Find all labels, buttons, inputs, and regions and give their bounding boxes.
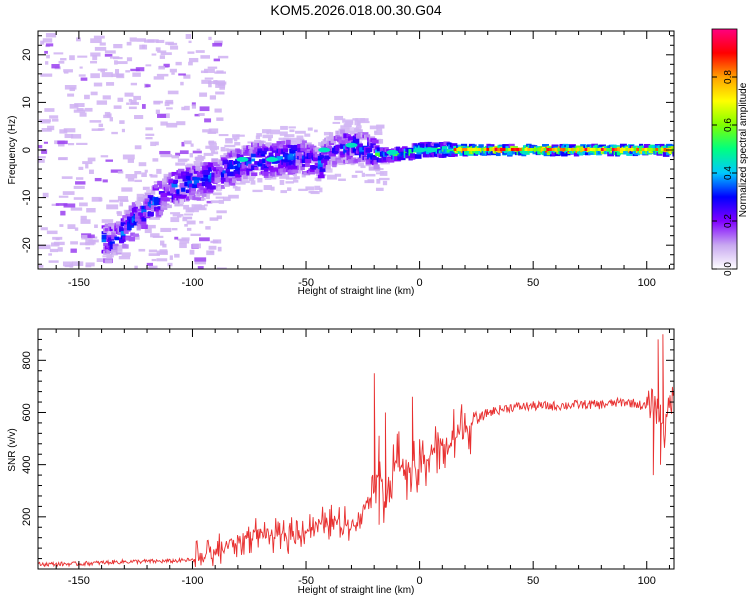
x-tick-label: 50 xyxy=(527,277,539,289)
colorbar-gradient xyxy=(711,28,738,270)
colorbar-tick-label: 0.8 xyxy=(723,70,734,84)
snr-y-label: SNR (v/v) xyxy=(7,428,18,471)
x-tick-label: -150 xyxy=(68,575,90,587)
spectrogram-y-label: Frequency (Hz) xyxy=(7,116,18,185)
y-tick-label: 800 xyxy=(21,351,33,369)
colorbar-tick-label: 0.2 xyxy=(723,214,734,228)
snr-y-ticks: 200 400 600 800 xyxy=(21,338,674,560)
y-tick-label: -10 xyxy=(21,190,33,206)
y-tick-label: 600 xyxy=(21,403,33,421)
x-tick-label: -100 xyxy=(181,575,203,587)
x-tick-label: 100 xyxy=(638,277,656,289)
x-tick-label: 50 xyxy=(527,575,539,587)
snr-panel: -150 -100 -50 0 50 100 200 400 600 800 Height of… xyxy=(7,328,675,596)
y-tick-label: 200 xyxy=(21,508,33,526)
snr-series-line xyxy=(38,334,674,568)
x-tick-label: -100 xyxy=(181,277,203,289)
snr-x-ticks: -150 -100 -50 0 50 100 xyxy=(55,329,670,587)
y-tick-label: -20 xyxy=(21,237,33,253)
colorbar: 0.0 0.2 0.4 0.6 0.8 Normalized spectral ampl… xyxy=(711,28,749,276)
y-tick-label: 400 xyxy=(21,455,33,473)
snr-x-label: Height of straight line (km) xyxy=(298,585,415,596)
colorbar-tick-label: 0.4 xyxy=(723,166,734,180)
spectrogram-y-ticks: -20 -10 0 10 20 xyxy=(21,35,674,265)
snr-frame xyxy=(37,328,675,570)
colorbar-ticks: 0.0 0.2 0.4 0.6 0.8 xyxy=(712,70,737,276)
y-tick-label: 0 xyxy=(21,147,33,153)
spectrogram-heatmap xyxy=(38,33,674,269)
y-tick-label: 10 xyxy=(21,96,33,108)
colorbar-label: Normalized spectral amplitude xyxy=(738,82,749,217)
colorbar-tick-label: 0.0 xyxy=(723,262,734,276)
x-tick-label: 0 xyxy=(417,277,423,289)
spectrogram-x-label: Height of straight line (km) xyxy=(298,286,415,297)
snr-line-layer xyxy=(38,334,674,568)
y-tick-label: 20 xyxy=(21,49,33,61)
x-tick-label: -50 xyxy=(298,277,314,289)
x-tick-label: 0 xyxy=(417,575,423,587)
chart-title: KOM5.2026.018.00.30.G04 xyxy=(270,2,442,18)
spectrogram-x-ticks: -150 -100 -50 0 50 100 xyxy=(55,31,670,289)
x-tick-label: -50 xyxy=(298,575,314,587)
colorbar-tick-label: 0.6 xyxy=(723,118,734,132)
x-tick-label: -150 xyxy=(68,277,90,289)
x-tick-label: 100 xyxy=(638,575,656,587)
